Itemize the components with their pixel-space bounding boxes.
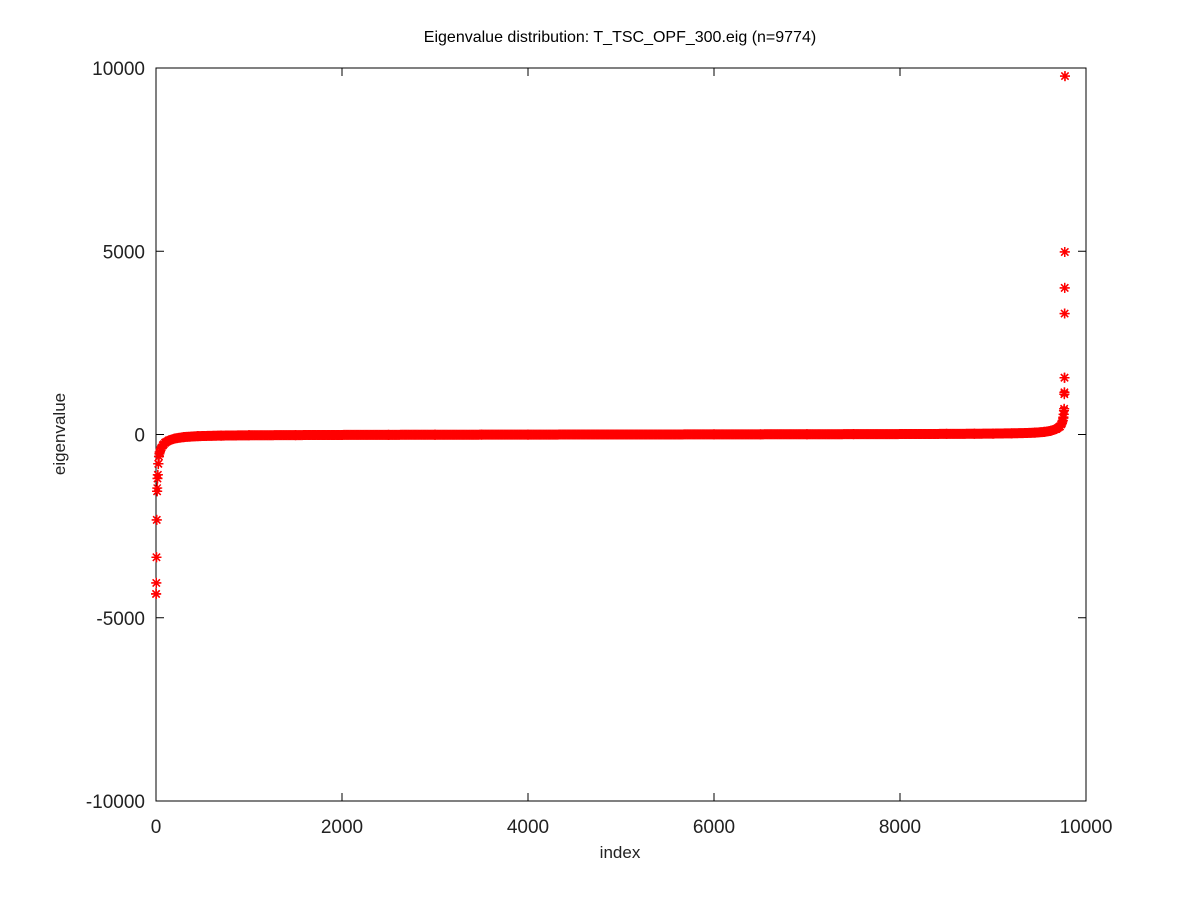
data-point-marker: [156, 443, 167, 454]
data-point-marker: [895, 429, 905, 440]
data-point-marker: [151, 514, 162, 525]
data-point-marker: [430, 429, 440, 440]
data-point-marker: [569, 429, 580, 440]
y-tick-label: -5000: [96, 609, 145, 630]
x-tick-label: 4000: [507, 817, 549, 838]
data-point-marker: [802, 429, 812, 440]
data-point-marker: [848, 429, 859, 440]
data-point-marker: [969, 428, 980, 439]
x-tick-label: 8000: [879, 817, 921, 838]
data-point-marker: [153, 451, 164, 462]
data-point-marker: [1029, 427, 1040, 438]
data-point-marker: [151, 588, 162, 599]
data-point-marker: [1059, 246, 1070, 257]
data-point-marker: [476, 429, 487, 440]
data-point-marker: [1006, 428, 1017, 439]
data-point-marker: [169, 433, 180, 444]
data-point-marker: [755, 429, 766, 440]
y-axis-ticks: -10000 -5000 0 5000 10000: [86, 59, 1086, 813]
data-series: [151, 71, 1070, 599]
chart-title: Eigenvalue distribution: T_TSC_OPF_300.e…: [424, 29, 816, 46]
data-point-marker: [152, 486, 163, 497]
data-point-marker: [151, 552, 162, 563]
data-point-marker: [1056, 418, 1067, 429]
x-tick-label: 2000: [321, 817, 363, 838]
data-point-marker: [290, 430, 301, 441]
data-point-marker: [1054, 421, 1065, 432]
data-point-marker: [662, 429, 673, 440]
data-point-marker: [1045, 425, 1056, 436]
data-point-marker: [337, 429, 347, 440]
data-point-marker: [1039, 426, 1050, 437]
data-point-marker: [164, 435, 175, 446]
data-point-marker: [941, 428, 952, 439]
y-tick-label: 5000: [103, 242, 145, 263]
data-point-marker: [988, 428, 998, 439]
x-tick-label: 6000: [693, 817, 735, 838]
data-point-marker: [1059, 387, 1070, 398]
data-point-marker: [616, 429, 626, 440]
y-tick-label: -10000: [86, 792, 145, 813]
data-point-marker: [1059, 282, 1070, 293]
x-tick-label: 10000: [1060, 817, 1113, 838]
data-point-marker: [154, 447, 165, 458]
y-axis-label: eigenvalue: [50, 393, 69, 475]
data-point-marker: [192, 431, 203, 442]
y-tick-label: 10000: [92, 59, 145, 80]
data-point-marker: [216, 430, 227, 441]
data-point-marker: [523, 429, 533, 440]
data-point-marker: [1059, 308, 1070, 319]
data-point-marker: [1059, 372, 1070, 383]
data-point-marker: [160, 437, 171, 448]
data-point-marker: [1020, 428, 1031, 439]
data-point-marker: [709, 429, 719, 440]
data-point-marker: [153, 458, 164, 469]
data-point-marker: [244, 430, 254, 441]
y-tick-label: 0: [134, 426, 145, 447]
data-point-marker: [383, 429, 394, 440]
x-axis-ticks: 0 2000 4000 6000 8000 10000: [151, 68, 1113, 838]
data-point-marker: [1051, 424, 1062, 435]
x-axis-label: index: [600, 843, 641, 862]
x-tick-label: 0: [151, 817, 162, 838]
data-point-marker: [178, 432, 189, 443]
data-point-marker: [1059, 403, 1070, 414]
data-point-marker: [1059, 71, 1070, 82]
data-point-marker: [151, 577, 162, 588]
data-point-marker: [152, 469, 163, 480]
